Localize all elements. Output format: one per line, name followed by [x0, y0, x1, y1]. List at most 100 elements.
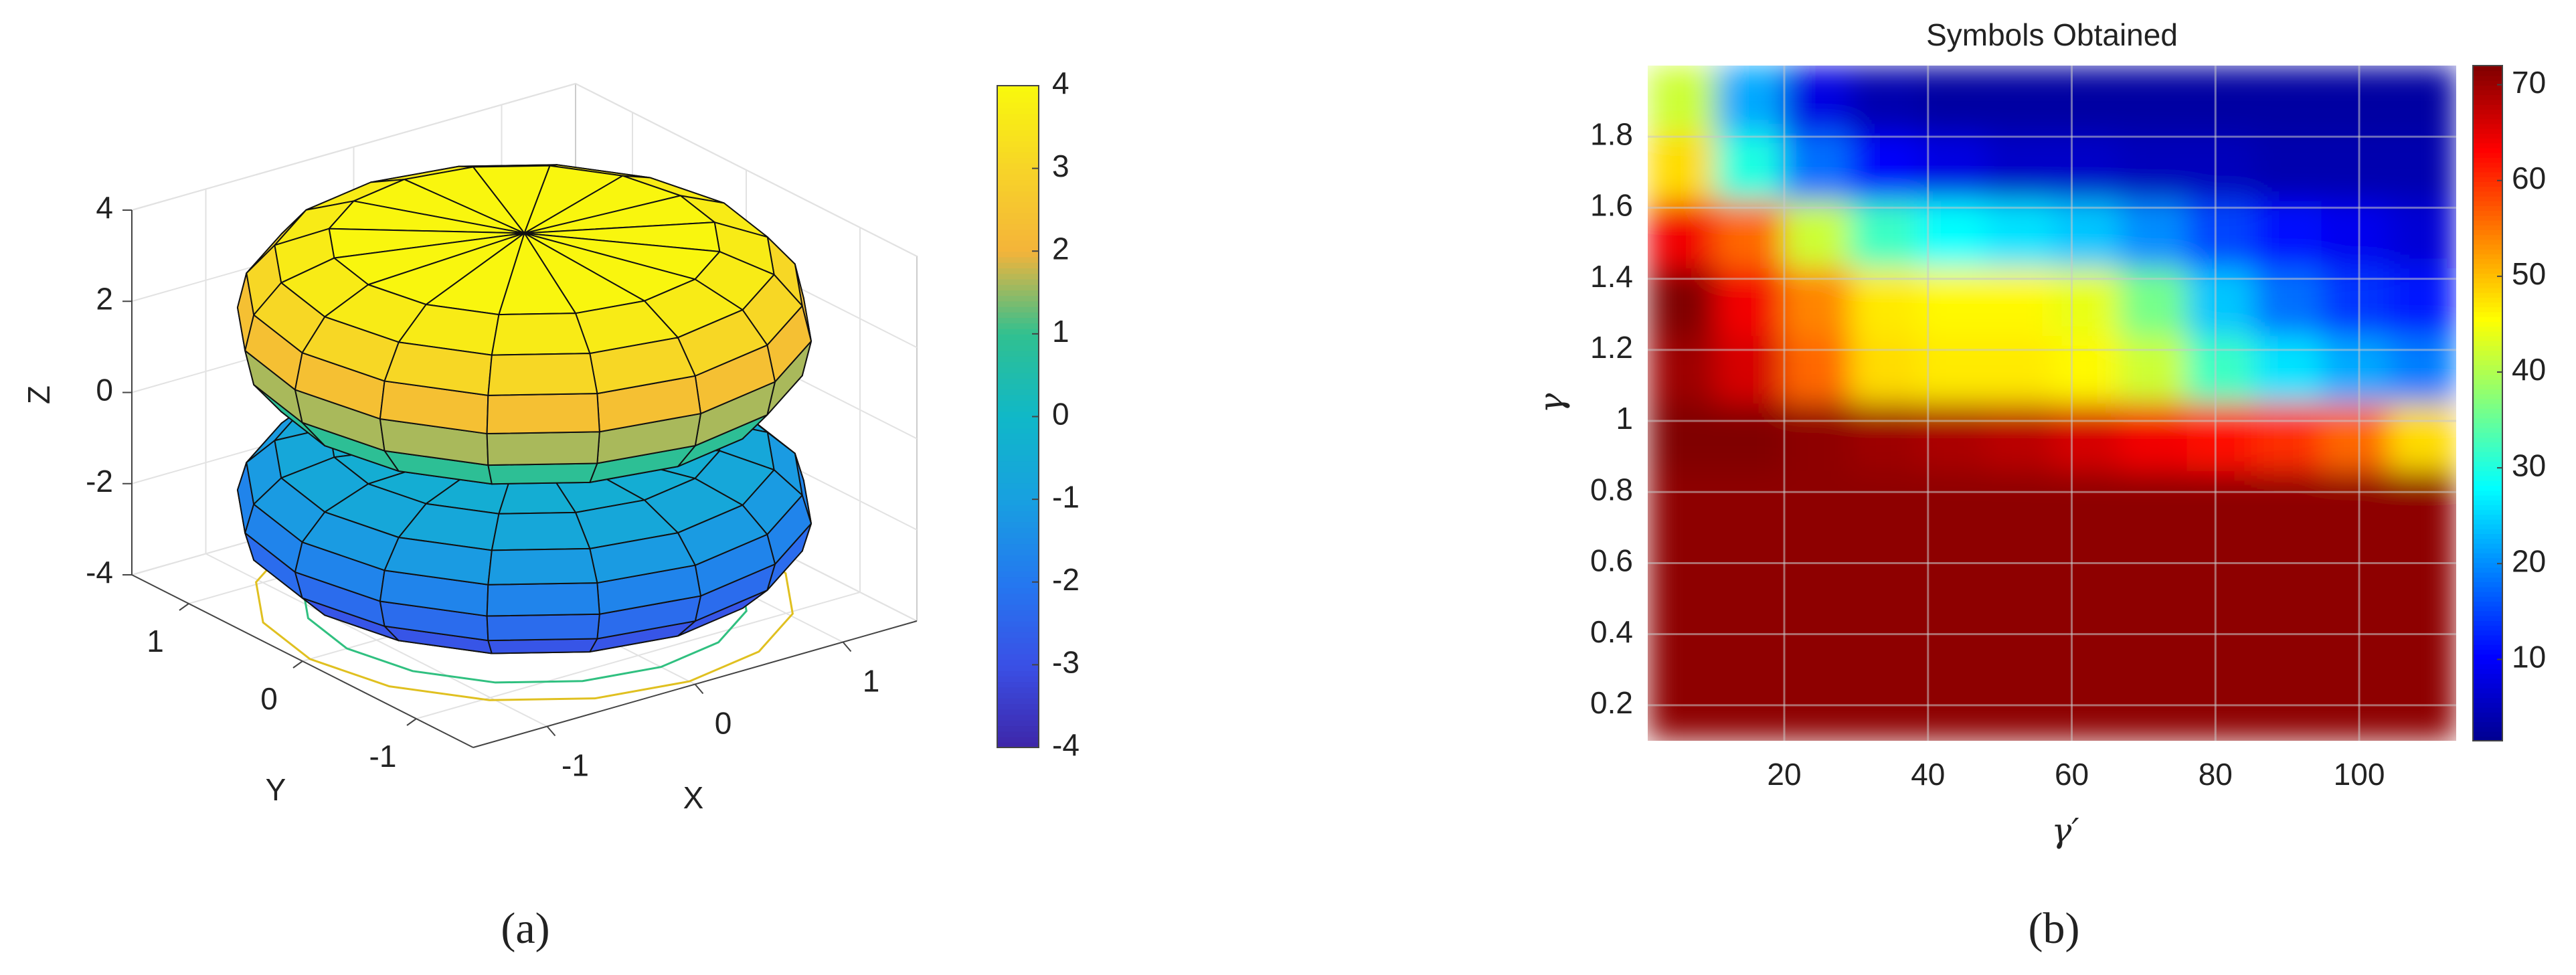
chart-title: Symbols Obtained	[1926, 17, 2178, 52]
colorbar-slice	[2473, 90, 2502, 96]
colorbar-label: 60	[2512, 161, 2546, 195]
colorbar-slice	[997, 460, 1039, 467]
colorbar-slice	[2473, 543, 2502, 549]
colorbar-slice	[2473, 287, 2502, 293]
colorbar-label: 10	[2512, 640, 2546, 675]
colorbar-slice	[997, 400, 1039, 407]
heatmap-cell	[2119, 66, 2187, 134]
colorbar-slice	[997, 411, 1039, 418]
colorbar-slice	[997, 675, 1039, 683]
heatmap-cell	[2389, 403, 2456, 471]
colorbar-slice	[2473, 451, 2502, 457]
heatmap-cell	[1984, 606, 2053, 674]
panel-b: 20 40 60 80 100 0.2 0.4 0.6 0.8 1 1.2 1.4 1.6 1.8 Symb…	[1532, 17, 2546, 850]
colorbar-slice	[997, 703, 1039, 710]
colorbar-slice	[997, 554, 1039, 561]
heatmap-cell	[2389, 132, 2456, 201]
colorbar-slice	[2473, 658, 2502, 664]
y-axis-label: γ	[1532, 393, 1571, 413]
colorbar-slice	[2473, 388, 2502, 395]
z-tick-label: 0	[96, 373, 113, 408]
heatmap-cell	[2052, 132, 2120, 201]
colorbar-slice	[2473, 576, 2502, 583]
heatmap-cell	[2254, 673, 2322, 741]
colorbar-slice	[2473, 321, 2502, 327]
z-tick-label: -2	[86, 464, 113, 499]
colorbar-label: 30	[2512, 448, 2546, 482]
heatmap-cell	[2052, 538, 2120, 606]
colorbar-slice	[997, 333, 1039, 341]
surface-face	[487, 353, 598, 396]
z-tick-label: 4	[96, 190, 113, 225]
tick-mark	[842, 641, 852, 652]
heatmap-cell	[2119, 673, 2187, 741]
heatmap-cell	[2321, 538, 2389, 606]
colorbar-label: 0	[1052, 397, 1069, 432]
heatmap-cell	[1850, 403, 1918, 471]
colorbar-slice	[2473, 132, 2502, 139]
heatmap-cell	[1782, 200, 1851, 269]
colorbar-slice	[2473, 634, 2502, 640]
colorbar-slice	[2473, 335, 2502, 341]
colorbar-slice	[997, 527, 1039, 533]
colorbar-slice	[997, 141, 1039, 147]
colorbar-slice	[997, 488, 1039, 495]
heatmap-cell	[2186, 403, 2255, 471]
colorbar-slice	[2473, 268, 2502, 274]
heatmap-cell	[2321, 470, 2389, 539]
colorbar-slice	[997, 102, 1039, 108]
surface-face	[486, 613, 600, 642]
colorbar-slice	[2473, 248, 2502, 255]
colorbar-slice	[2473, 606, 2502, 612]
colorbar-slice	[997, 361, 1039, 368]
colorbar-slice	[2473, 519, 2502, 525]
colorbar-slice	[2473, 191, 2502, 197]
x-tick-label: 40	[1911, 757, 1945, 792]
colorbar-slice	[2473, 625, 2502, 631]
colorbar-slice	[2473, 432, 2502, 438]
colorbar-slice	[2473, 272, 2502, 279]
grid-line	[416, 592, 861, 719]
heatmap-cell	[2186, 132, 2255, 201]
x-axis-label: X	[683, 780, 704, 815]
colorbar-slice	[2473, 582, 2502, 588]
colorbar-slice	[997, 427, 1039, 434]
colorbar-slice	[2473, 716, 2502, 723]
colorbar-slice	[2473, 393, 2502, 400]
surface-face	[487, 462, 598, 485]
colorbar-slice	[2473, 167, 2502, 173]
colorbar-slice	[2473, 345, 2502, 351]
heatmap-cell	[1984, 538, 2053, 606]
colorbar-label: -4	[1052, 727, 1080, 762]
colorbar-slice	[997, 367, 1039, 373]
colorbar-slice	[997, 212, 1039, 219]
colorbar-slice	[997, 91, 1039, 98]
colorbar-slice	[997, 709, 1039, 715]
heatmap-cell	[1850, 66, 1918, 134]
colorbar-slice	[2473, 654, 2502, 660]
colorbar-slice	[997, 626, 1039, 632]
colorbar-slice	[997, 493, 1039, 501]
heatmap-cell	[2389, 66, 2456, 134]
colorbar-label: 40	[2512, 352, 2546, 387]
colorbar-slice	[997, 609, 1039, 616]
tick-mark	[546, 725, 556, 737]
colorbar-slice	[997, 135, 1039, 142]
colorbar-slice	[2473, 181, 2502, 187]
colorbar-slice	[2473, 480, 2502, 486]
surface-face	[491, 511, 591, 551]
y-tick-label: -1	[369, 739, 397, 774]
colorbar-slice	[2473, 504, 2502, 511]
colorbar-slice	[2473, 99, 2502, 105]
y-axis-label: Y	[266, 772, 286, 807]
colorbar-slice	[997, 350, 1039, 357]
colorbar-slice	[2473, 205, 2502, 211]
colorbar-slice	[997, 576, 1039, 583]
colorbar-slice	[2473, 306, 2502, 313]
colorbar-slice	[2473, 466, 2502, 472]
colorbar-slice	[997, 185, 1039, 191]
colorbar-slice	[2473, 726, 2502, 732]
colorbar-slice	[2473, 230, 2502, 236]
heatmap-cell	[2052, 200, 2120, 269]
colorbar-slice	[997, 521, 1039, 528]
